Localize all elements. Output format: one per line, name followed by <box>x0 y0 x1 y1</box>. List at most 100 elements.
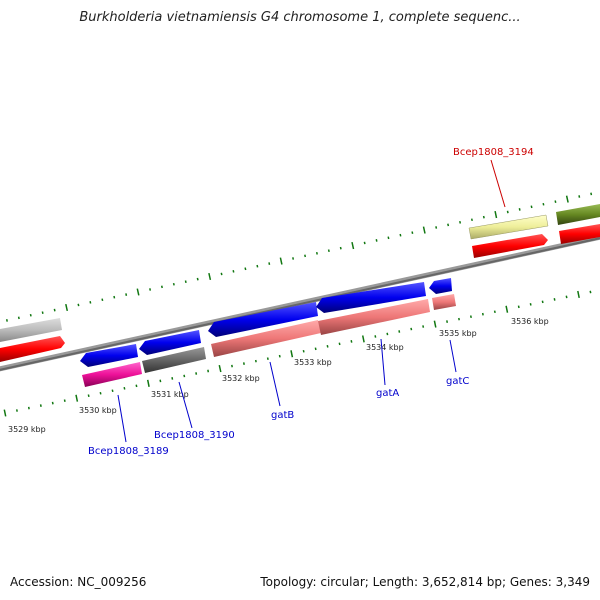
scale-minor-tick <box>350 340 353 343</box>
scale-minor-tick <box>565 295 568 299</box>
scale-minor-tick <box>326 344 329 348</box>
tick-label: 3536 kbp <box>511 317 549 326</box>
gene-label-bcep3189[interactable]: Bcep1808_3189 <box>88 446 169 457</box>
scale-major-tick <box>208 272 212 281</box>
scale-minor-tick <box>123 386 126 390</box>
scale-minor-tick <box>422 325 425 328</box>
scale-line-lower <box>3 290 592 417</box>
gene-left-cds[interactable] <box>0 336 65 362</box>
gene-bcep3189-arrow[interactable] <box>80 344 138 367</box>
scale-minor-tick <box>363 241 366 245</box>
scale-minor-tick <box>101 298 104 302</box>
tick-label: 3534 kbp <box>366 343 404 352</box>
gene-bcep3189-feature[interactable] <box>82 362 142 387</box>
tick-labels: 3529 kbp 3530 kbp 3531 kbp 3532 kbp 3533… <box>8 317 549 434</box>
scale-minor-tick <box>292 257 295 260</box>
scale-minor-tick <box>172 282 175 286</box>
scale-major-tick <box>505 305 509 313</box>
scale-minor-tick <box>256 264 259 268</box>
gene-bcep3194-cds[interactable] <box>472 234 548 258</box>
scale-minor-tick <box>399 233 402 237</box>
scale-minor-tick <box>470 218 473 222</box>
gene-gatA-arrow[interactable] <box>316 282 426 313</box>
scale-minor-tick <box>374 335 377 338</box>
scale-minor-tick <box>446 320 449 323</box>
scale-minor-tick <box>517 305 520 309</box>
scale-minor-tick <box>542 202 545 206</box>
scale-minor-tick <box>113 295 116 299</box>
scale-line-upper <box>5 192 593 322</box>
scale-major-tick <box>494 210 498 219</box>
scale-minor-tick <box>15 409 18 412</box>
scale-minor-tick <box>135 384 138 388</box>
gene-gatA-feature[interactable] <box>318 299 430 335</box>
backbone <box>0 234 600 372</box>
scale-minor-tick <box>327 249 330 253</box>
scale-minor-tick <box>553 298 556 301</box>
scale-minor-tick <box>196 277 199 281</box>
scale-minor-tick <box>529 303 532 306</box>
scale-major-tick <box>565 195 569 203</box>
scale-major-tick <box>290 350 294 358</box>
scale-minor-tick <box>266 357 269 360</box>
scale-minor-tick <box>242 362 245 365</box>
scale-minor-tick <box>53 308 56 312</box>
gene-gatC-feature[interactable] <box>432 294 456 310</box>
gene-gatB-feature[interactable] <box>211 320 321 357</box>
scale-minor-tick <box>220 272 223 276</box>
accession-text: Accession: NC_009256 <box>10 575 147 589</box>
scale-minor-tick <box>125 293 128 296</box>
scale-major-tick <box>422 226 426 234</box>
scale-minor-tick <box>506 210 509 214</box>
genome-summary-text: Topology: circular; Length: 3,652,814 bp… <box>260 575 590 589</box>
gene-label-bcep3194[interactable]: Bcep1808_3194 <box>453 147 534 158</box>
gene-labels: Bcep1808_3194 Bcep1808_3189 Bcep1808_319… <box>88 147 534 457</box>
scale-minor-tick <box>482 215 485 219</box>
scale-minor-tick <box>41 311 44 314</box>
tick-label: 3531 kbp <box>151 390 189 399</box>
scale-major-tick <box>136 288 140 296</box>
scale-minor-tick <box>386 332 389 336</box>
scale-major-tick <box>433 320 437 328</box>
gene-bcep3190-feature[interactable] <box>142 347 206 373</box>
scale-minor-tick <box>63 399 66 402</box>
scale-major-tick <box>3 409 7 417</box>
scale-minor-tick <box>160 285 163 289</box>
gene-bcep3194-feature[interactable] <box>468 214 549 240</box>
scale-minor-tick <box>398 330 401 333</box>
gene-label-gatC[interactable]: gatC <box>446 376 469 387</box>
scale-minor-tick <box>159 379 162 383</box>
tick-label: 3533 kbp <box>294 358 332 367</box>
scale-minor-tick <box>51 401 54 405</box>
gene-right-cds[interactable] <box>559 224 600 244</box>
scale-minor-tick <box>149 288 152 291</box>
gene-gatC-arrow[interactable] <box>429 278 452 294</box>
gene-gatB-arrow[interactable] <box>208 302 318 337</box>
scale-major-tick <box>577 290 580 299</box>
scale-minor-tick <box>111 389 114 393</box>
gene-label-bcep3190[interactable]: Bcep1808_3190 <box>154 430 235 441</box>
scale-minor-tick <box>410 327 413 331</box>
scale-minor-tick <box>171 377 174 380</box>
scale-minor-tick <box>99 391 102 395</box>
gene-olive-feature[interactable] <box>556 204 600 225</box>
scale-minor-tick <box>315 251 318 255</box>
gene-label-gatB[interactable]: gatB <box>271 410 294 421</box>
scale-minor-tick <box>87 394 90 398</box>
tick-label: 3532 kbp <box>222 374 260 383</box>
gene-left-grey-feature[interactable] <box>0 318 62 342</box>
scale-minor-tick <box>183 374 186 378</box>
scale-minor-tick <box>338 342 341 346</box>
scale-minor-tick <box>244 267 247 271</box>
scale-minor-tick <box>518 208 521 211</box>
scale-major-tick <box>279 257 283 265</box>
scale-minor-tick <box>435 226 438 229</box>
scale-minor-tick <box>375 239 378 242</box>
gene-label-gatA[interactable]: gatA <box>376 388 399 399</box>
tick-label: 3529 kbp <box>8 425 46 434</box>
gene-bcep3190-arrow[interactable] <box>139 330 201 355</box>
scale-minor-tick <box>493 310 496 314</box>
label-leaders <box>117 159 506 443</box>
scale-minor-tick <box>590 192 593 196</box>
